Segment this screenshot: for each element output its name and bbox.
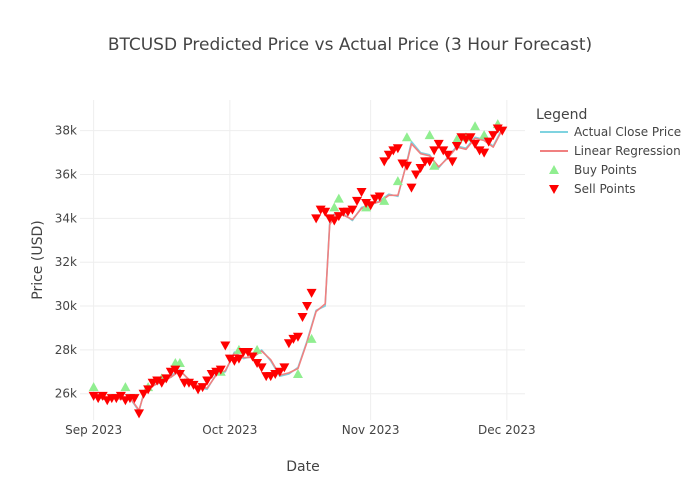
x-tick-label: Oct 2023 bbox=[202, 423, 257, 437]
sell-point-marker[interactable] bbox=[297, 312, 308, 322]
sell-point-marker[interactable] bbox=[143, 385, 154, 395]
sell-point-marker[interactable] bbox=[161, 374, 172, 384]
buy-point-marker[interactable] bbox=[292, 368, 303, 378]
sell-point-marker[interactable] bbox=[401, 161, 412, 171]
x-axis-title: Date bbox=[286, 459, 319, 475]
axes: 26k 28k 30k 32k 34k 36k 38k Sep 2023 Oct 2023 Nov… bbox=[55, 124, 536, 437]
sell-point-marker[interactable] bbox=[302, 302, 313, 312]
x-tick-label: Nov 2023 bbox=[342, 423, 400, 437]
sell-point-marker[interactable] bbox=[306, 288, 317, 298]
sell-point-marker[interactable] bbox=[351, 196, 362, 206]
sell-point-marker[interactable] bbox=[379, 157, 390, 167]
legend-swatch-buy bbox=[549, 165, 559, 174]
sell-point-marker[interactable] bbox=[333, 212, 344, 222]
sell-point-marker[interactable] bbox=[451, 142, 462, 152]
legend-item-actual[interactable]: Actual Close Price bbox=[574, 125, 681, 139]
sell-point-marker[interactable] bbox=[311, 214, 322, 224]
sell-point-marker[interactable] bbox=[215, 365, 226, 375]
chart-title: BTCUSD Predicted Price vs Actual Price (… bbox=[108, 35, 592, 55]
sell-point-marker[interactable] bbox=[411, 170, 422, 180]
buy-point-marker[interactable] bbox=[392, 176, 403, 186]
sell-point-marker[interactable] bbox=[406, 183, 417, 193]
buy-point-marker[interactable] bbox=[88, 382, 99, 392]
sell-point-marker[interactable] bbox=[433, 139, 444, 149]
sell-point-marker[interactable] bbox=[392, 144, 403, 154]
y-tick-label: 38k bbox=[55, 124, 77, 138]
y-axis-title: Price (USD) bbox=[30, 220, 46, 299]
buy-point-marker[interactable] bbox=[174, 358, 185, 368]
x-tick-label: Dec 2023 bbox=[478, 423, 536, 437]
sell-point-marker[interactable] bbox=[497, 126, 508, 136]
y-tick-label: 34k bbox=[55, 211, 77, 225]
x-tick-label: Sep 2023 bbox=[65, 423, 122, 437]
sell-point-marker[interactable] bbox=[220, 341, 231, 351]
gridlines bbox=[80, 100, 525, 420]
sell-point-marker[interactable] bbox=[292, 332, 303, 342]
legend[interactable]: Legend Actual Close Price Linear Regress… bbox=[536, 107, 681, 196]
buy-point-marker[interactable] bbox=[252, 344, 263, 354]
sell-point-marker[interactable] bbox=[347, 205, 358, 215]
sell-point-marker[interactable] bbox=[233, 354, 244, 364]
sell-point-marker[interactable] bbox=[424, 157, 435, 167]
sell-point-marker[interactable] bbox=[279, 363, 290, 373]
sell-point-marker[interactable] bbox=[134, 409, 145, 419]
sell-point-marker[interactable] bbox=[274, 367, 285, 377]
buy-point-marker[interactable] bbox=[329, 202, 340, 212]
sell-point-marker[interactable] bbox=[174, 369, 185, 379]
buy-point-marker[interactable] bbox=[333, 193, 344, 203]
y-tick-label: 28k bbox=[55, 343, 77, 357]
sell-point-marker[interactable] bbox=[247, 352, 258, 362]
buy-point-marker[interactable] bbox=[424, 130, 435, 140]
sell-point-marker[interactable] bbox=[374, 192, 385, 202]
sell-point-marker[interactable] bbox=[320, 207, 331, 217]
sell-point-marker[interactable] bbox=[202, 376, 213, 386]
sell-point-marker[interactable] bbox=[465, 133, 476, 143]
sell-point-marker[interactable] bbox=[483, 137, 494, 147]
legend-swatch-sell bbox=[549, 185, 559, 194]
sell-point-marker[interactable] bbox=[129, 394, 140, 404]
legend-item-buy[interactable]: Buy Points bbox=[574, 163, 637, 177]
sell-point-marker[interactable] bbox=[197, 383, 208, 393]
sell-point-marker[interactable] bbox=[429, 146, 440, 156]
sell-point-marker[interactable] bbox=[156, 378, 167, 388]
legend-item-sell[interactable]: Sell Points bbox=[574, 182, 636, 196]
sell-point-marker[interactable] bbox=[356, 188, 367, 198]
sell-point-marker[interactable] bbox=[138, 389, 149, 399]
sell-point-marker[interactable] bbox=[488, 131, 499, 141]
sell-point-marker[interactable] bbox=[283, 339, 294, 349]
buy-point-marker[interactable] bbox=[401, 132, 412, 142]
sell-point-marker[interactable] bbox=[470, 139, 481, 149]
buy-point-marker[interactable] bbox=[120, 382, 131, 392]
buy-point-marker[interactable] bbox=[306, 333, 317, 343]
sell-point-marker[interactable] bbox=[447, 157, 458, 167]
buy-point-marker[interactable] bbox=[429, 160, 440, 170]
buy-point-marker[interactable] bbox=[470, 121, 481, 131]
sell-point-marker[interactable] bbox=[442, 150, 453, 160]
legend-title: Legend bbox=[536, 107, 587, 123]
sell-point-marker[interactable] bbox=[329, 216, 340, 226]
y-tick-label: 36k bbox=[55, 168, 77, 182]
sell-point-marker[interactable] bbox=[256, 363, 267, 373]
buy-point-marker[interactable] bbox=[451, 134, 462, 144]
y-tick-label: 30k bbox=[55, 299, 77, 313]
buy-point-marker[interactable] bbox=[379, 195, 390, 205]
sell-point-marker[interactable] bbox=[365, 201, 376, 211]
plot-area bbox=[88, 119, 508, 419]
sell-point-marker[interactable] bbox=[415, 163, 426, 173]
y-tick-label: 32k bbox=[55, 255, 77, 269]
legend-item-regression[interactable]: Linear Regression bbox=[574, 144, 681, 158]
sell-point-marker[interactable] bbox=[383, 150, 394, 160]
y-tick-label: 26k bbox=[55, 387, 77, 401]
sell-point-marker[interactable] bbox=[479, 148, 490, 158]
buy-point-marker[interactable] bbox=[479, 130, 490, 140]
